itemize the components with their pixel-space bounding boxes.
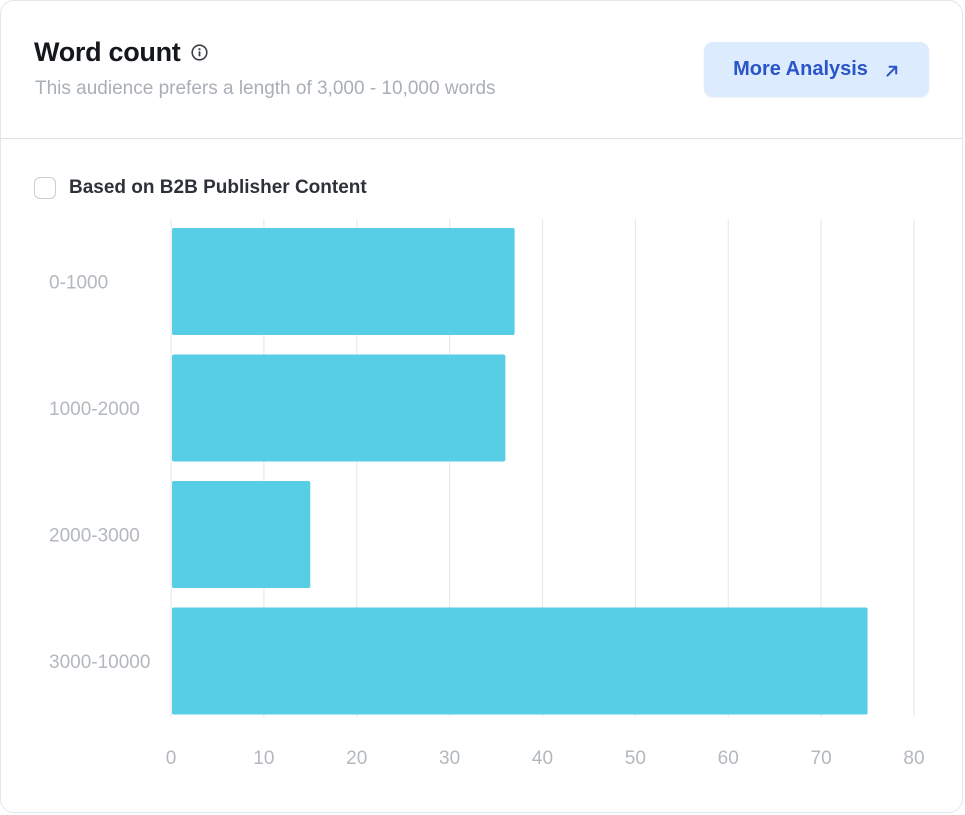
x-tick-label-60: 60 xyxy=(718,748,739,769)
x-tick-label-80: 80 xyxy=(903,748,924,769)
x-tick-label-40: 40 xyxy=(532,748,553,769)
category-label-1000-2000: 1000-2000 xyxy=(49,399,140,420)
category-label-0-1000: 0-1000 xyxy=(49,273,108,294)
bar-1000-2000[interactable] xyxy=(172,354,506,462)
x-tick-label-20: 20 xyxy=(346,748,367,769)
x-tick-label-50: 50 xyxy=(625,748,646,769)
bar-3000-10000[interactable] xyxy=(172,607,868,715)
chart-x-tick-labels: 0 10 20 30 40 50 60 70 80 xyxy=(166,748,925,769)
x-tick-label-70: 70 xyxy=(811,748,832,769)
bar-2000-3000[interactable] xyxy=(172,481,311,588)
chart-bars xyxy=(172,228,868,715)
x-tick-label-30: 30 xyxy=(439,748,460,769)
more-analysis-label: More Analysis xyxy=(733,58,868,80)
title-row: Word count xyxy=(34,37,209,68)
more-analysis-button[interactable]: More Analysis xyxy=(704,42,929,97)
card-title: Word count xyxy=(34,37,181,67)
category-label-2000-3000: 2000-3000 xyxy=(49,526,140,547)
b2b-checkbox[interactable] xyxy=(34,177,56,199)
bar-0-1000[interactable] xyxy=(172,228,515,335)
card-header: Word count This audience prefers a lengt… xyxy=(1,1,962,139)
arrow-up-right-icon xyxy=(884,62,900,78)
b2b-checkbox-label: Based on B2B Publisher Content xyxy=(69,177,367,198)
card-subtitle: This audience prefers a length of 3,000 … xyxy=(35,78,496,99)
b2b-filter[interactable]: Based on B2B Publisher Content xyxy=(34,177,367,199)
chart-category-labels: 0-1000 1000-2000 2000-3000 3000-10000 xyxy=(49,273,150,674)
category-label-3000-10000: 3000-10000 xyxy=(49,652,150,673)
x-tick-label-10: 10 xyxy=(253,748,274,769)
word-count-bar-chart: 0-1000 1000-2000 2000-3000 3000-10000 0 10 20… xyxy=(49,219,925,769)
info-icon[interactable] xyxy=(191,44,209,61)
x-tick-label-0: 0 xyxy=(166,748,177,769)
